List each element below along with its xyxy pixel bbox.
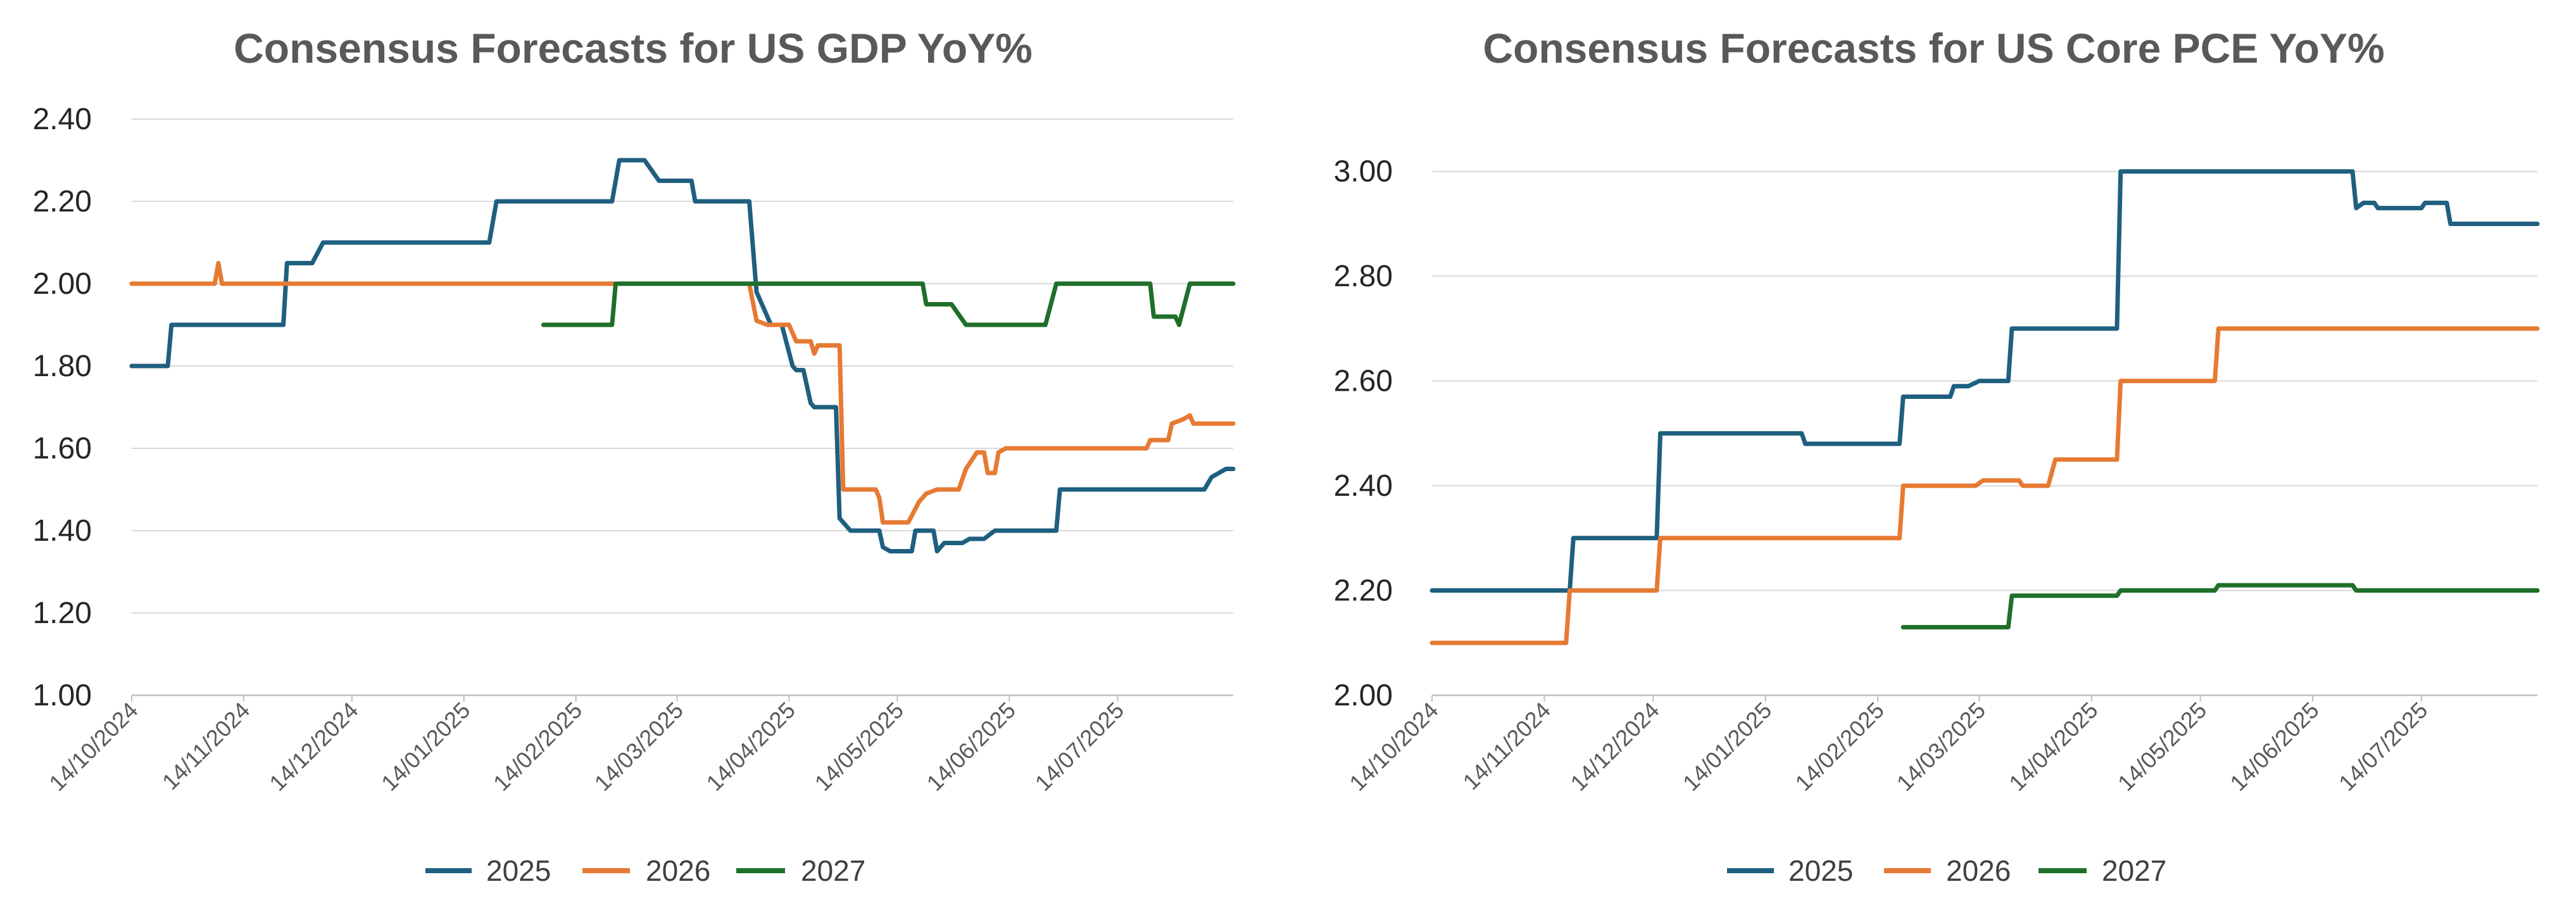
gdp-series-2026-line [129,261,1236,525]
pce-xtick-label: 14/05/2025 [2113,697,2211,796]
pce-xtick-label: 14/11/2024 [1458,697,1556,795]
gdp-ytick-label: 1.40 [33,514,92,548]
pce-ytick-label: 2.20 [1334,574,1393,608]
gdp-xtick-label: 14/01/2025 [376,697,475,796]
pce-xtick-label: 14/12/2024 [1565,697,1664,796]
gdp-xtick-label: 14/02/2025 [488,697,587,796]
pce-xtick-label: 14/01/2025 [1678,697,1776,796]
gdp-ytick-label: 1.60 [33,432,92,465]
pce-legend-label-2025: 2025 [1788,854,1853,887]
pce-chart-title: Consensus Forecasts for US Core PCE YoY% [1483,25,2385,72]
pce-series-2026-line [1429,326,2540,645]
gdp-xtick-label: 14/07/2025 [1030,697,1129,796]
gdp-ytick-label: 2.00 [33,267,92,301]
gdp-xtick-label: 14/05/2025 [810,697,908,796]
pce-legend-label-2027: 2027 [2102,854,2166,887]
pce-xtick-label: 14/03/2025 [1892,697,1990,796]
gdp-ytick-label: 1.20 [33,596,92,630]
gdp-ytick-label: 1.00 [33,679,92,712]
pce-series-2027-line [1901,583,2540,629]
pce-series-2025-line [1429,169,2540,593]
gdp-series-2027-line [541,281,1236,327]
gdp-ytick-label: 1.80 [33,350,92,383]
gdp-xtick-label: 14/11/2024 [157,697,255,795]
gdp-legend-label-2026: 2026 [646,854,710,887]
pce-xtick-label: 14/07/2025 [2334,697,2432,796]
pce-ytick-label: 3.00 [1334,155,1393,189]
gdp-xtick-label: 14/12/2024 [264,697,363,796]
pce-xtick-label: 14/04/2025 [2004,697,2102,796]
pce-xtick-label: 14/06/2025 [2225,697,2323,796]
gdp-xtick-label: 14/06/2025 [922,697,1021,796]
pce-ytick-label: 2.40 [1334,469,1393,503]
pce-legend-label-2026: 2026 [1946,854,2011,887]
gdp-chart-title: Consensus Forecasts for US GDP YoY% [234,25,1033,72]
pce-ytick-label: 2.80 [1334,260,1393,293]
gdp-xtick-label: 14/04/2025 [701,697,800,796]
pce-chart-panel: Consensus Forecasts for US Core PCE YoY%… [1291,0,2576,915]
gdp-xtick-label: 14/03/2025 [589,697,688,796]
gdp-chart-panel: Consensus Forecasts for US GDP YoY% 1.00… [0,0,1266,915]
gdp-legend-label-2027: 2027 [801,854,865,887]
pce-ytick-label: 2.00 [1334,679,1393,712]
gdp-ytick-label: 2.40 [33,103,92,136]
gdp-ytick-label: 2.20 [33,185,92,218]
pce-xtick-label: 14/02/2025 [1790,697,1888,796]
gdp-legend-label-2025: 2025 [486,854,551,887]
gdp-series-2025-line [129,158,1236,553]
gdp-chart-plot: 1.001.201.401.601.802.002.202.4014/10/20… [33,103,1236,887]
pce-ytick-label: 2.60 [1334,365,1393,398]
